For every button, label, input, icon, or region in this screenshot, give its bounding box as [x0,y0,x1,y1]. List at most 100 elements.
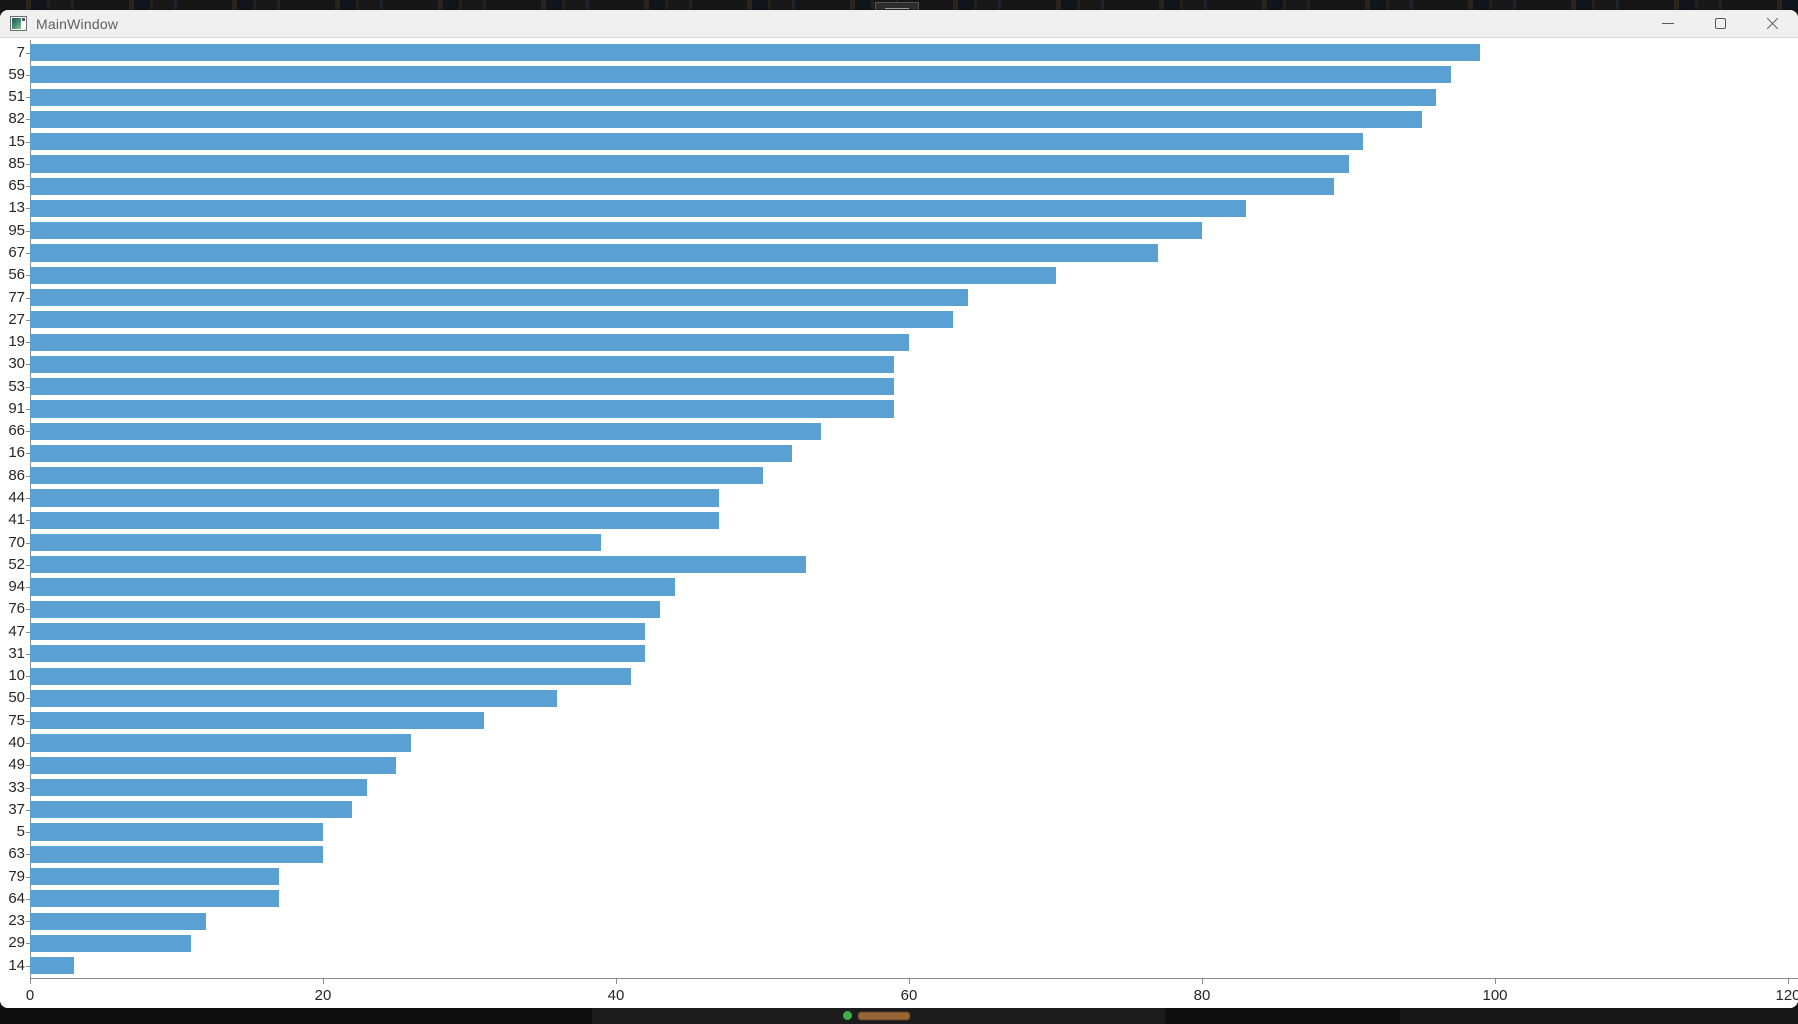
bar [30,957,74,975]
x-axis-spine [30,978,1798,979]
y-tick-mark [26,587,30,589]
y-tick-label: 37 [8,800,25,818]
bar [30,667,631,685]
y-tick-label: 50 [8,689,25,707]
x-tick-mark [323,979,324,984]
y-tick-label: 86 [8,466,25,484]
y-tick-mark [26,431,30,433]
y-tick-label: 23 [8,912,25,930]
bar [30,155,1349,173]
bar [30,623,646,641]
bar [30,66,1452,84]
y-tick-label: 40 [8,733,25,751]
y-tick-mark [26,97,30,99]
x-tick-label: 80 [1193,987,1211,1004]
bar [30,222,1202,240]
y-tick-mark [26,921,30,923]
y-tick-mark [26,208,30,210]
y-tick-mark [26,854,30,856]
bar [30,689,558,708]
minimize-button[interactable] [1642,10,1694,37]
y-tick-label: 30 [8,355,25,373]
y-tick-mark [26,186,30,188]
bar [30,177,1334,195]
y-tick-label: 59 [8,65,25,83]
y-tick-mark [26,564,30,566]
bar [30,734,411,752]
bar [30,199,1246,218]
bar [30,333,909,351]
bar [30,934,192,952]
y-tick-label: 14 [8,956,25,974]
y-tick-label: 29 [8,934,25,952]
bar [30,756,397,774]
y-tick-mark [26,809,30,811]
bar [30,533,602,552]
y-tick-label: 64 [8,889,25,907]
y-tick-mark [26,52,30,54]
y-tick-label: 91 [8,399,25,417]
app-icon [10,16,27,31]
bar [30,44,1481,62]
taskbar-segment [1400,1008,1798,1024]
y-tick-mark [26,698,30,700]
y-tick-label: 66 [8,422,25,440]
y-tick-label: 82 [8,110,25,128]
y-tick-label: 10 [8,667,25,685]
y-tick-mark [26,631,30,633]
y-tick-label: 13 [8,199,25,217]
bar [30,88,1437,106]
y-tick-label: 65 [8,177,25,195]
y-tick-mark [26,230,30,232]
y-tick-mark [26,498,30,499]
y-tick-mark [26,653,30,655]
y-tick-label: 15 [8,132,25,150]
y-tick-label: 85 [8,154,25,172]
y-tick-mark [26,364,30,366]
bar [30,444,792,463]
y-tick-mark [26,720,30,722]
bar [30,400,895,418]
y-tick-mark [26,898,30,900]
close-icon [1766,17,1779,30]
y-tick-mark [26,297,30,299]
y-tick-label: 41 [8,511,25,529]
bar [30,110,1422,128]
y-tick-label: 27 [8,310,25,328]
y-tick-label: 7 [16,43,25,61]
y-tick-label: 47 [8,622,25,640]
y-tick-mark [26,275,30,277]
bar [30,801,353,819]
y-tick-mark [26,876,30,878]
x-tick-mark [1495,979,1496,984]
maximize-button[interactable] [1694,10,1746,37]
bar [30,244,1159,262]
x-tick-label: 120 [1775,987,1798,1004]
window-title: MainWindow [36,15,119,32]
bar [30,823,323,841]
y-tick-mark [26,342,30,344]
y-tick-mark [26,74,30,76]
x-tick-mark [616,979,617,984]
x-tick-label: 0 [25,987,35,1004]
x-tick-mark [1202,979,1203,984]
bar [30,378,895,396]
y-tick-label: 33 [8,778,25,796]
y-tick-mark [26,520,30,522]
y-tick-label: 67 [8,244,25,262]
bar [30,778,367,797]
bar [30,912,206,930]
y-tick-label: 75 [8,711,25,729]
bar [30,712,485,730]
y-tick-mark [26,787,30,789]
bar [30,355,895,373]
bar [30,511,719,529]
bar [30,578,675,596]
title-bar[interactable]: MainWindow [0,10,1798,38]
y-tick-label: 94 [8,578,25,596]
taskbar-app-icon [843,1011,852,1020]
y-tick-mark [26,408,30,410]
y-tick-mark [26,141,30,143]
close-button[interactable] [1746,10,1798,37]
y-tick-mark [26,319,30,321]
